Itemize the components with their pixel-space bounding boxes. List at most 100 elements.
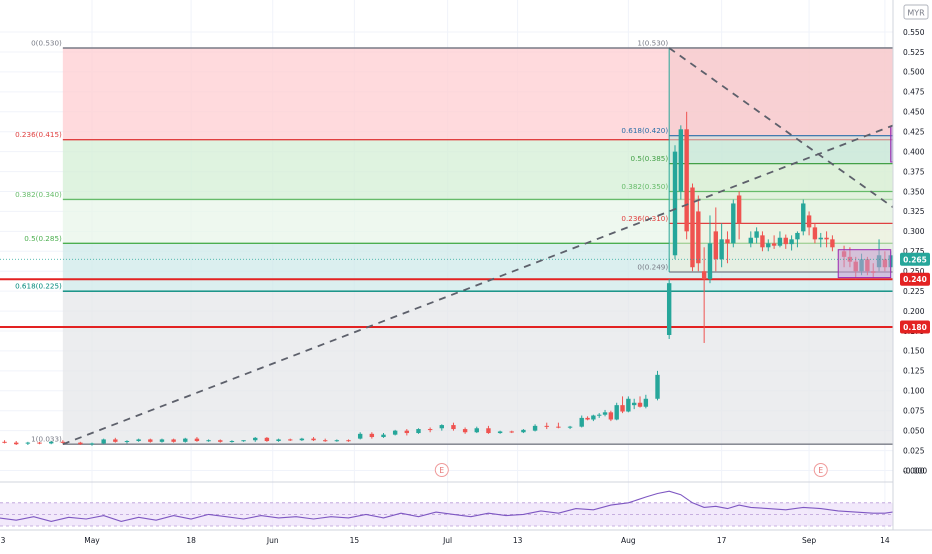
current-price-badge-bg bbox=[900, 252, 930, 266]
candle-body bbox=[696, 211, 701, 264]
time-axis-tick-label: 17 bbox=[717, 536, 727, 545]
fib-big-level-label: 0.382(0.340) bbox=[15, 190, 62, 199]
candle-body bbox=[567, 426, 573, 428]
earnings-event-marker bbox=[434, 463, 449, 477]
candle-body bbox=[789, 239, 794, 245]
earnings-event-marker bbox=[813, 463, 828, 477]
candle-body bbox=[637, 402, 643, 407]
candle-body bbox=[218, 440, 223, 442]
candle-body bbox=[78, 442, 83, 445]
candle-body bbox=[136, 439, 141, 442]
price-axis-tick-label: 0.350 bbox=[903, 187, 925, 196]
candle-body bbox=[37, 442, 42, 444]
candle-body bbox=[602, 412, 608, 415]
fib-small-level-label: 0.236(0.310) bbox=[621, 214, 668, 223]
candle-body bbox=[731, 203, 736, 244]
candle-body bbox=[672, 151, 678, 256]
candle-body bbox=[194, 438, 200, 442]
candle-body bbox=[620, 405, 625, 412]
candle-body bbox=[323, 440, 328, 442]
candle-body bbox=[25, 442, 31, 444]
time-axis: 3May18Jun15Jul13Aug17Sep14Oct19Nov bbox=[0, 529, 932, 545]
candle-body bbox=[795, 232, 800, 240]
price-axis-tick-label: 0.125 bbox=[903, 367, 925, 376]
price-axis-tick-label: 0.375 bbox=[903, 167, 925, 176]
candle-body bbox=[643, 398, 649, 407]
candle-body bbox=[299, 438, 305, 441]
fib-big-level-label: 0.5(0.285) bbox=[24, 234, 62, 243]
candle-body bbox=[497, 431, 503, 434]
candle-body bbox=[806, 215, 812, 228]
candle-body bbox=[183, 438, 188, 442]
price-labels-layer: 0.550 0.525 0.500 0.475 0.450 0.425 0.400 0.375… bbox=[0, 28, 930, 475]
candle-body bbox=[678, 129, 684, 192]
candle-body bbox=[14, 442, 19, 445]
candle-body bbox=[159, 439, 165, 442]
candle-body bbox=[725, 239, 730, 244]
candle-body bbox=[626, 398, 631, 412]
price-axis-tick-label: -0.000 bbox=[903, 466, 927, 475]
price-axis-tick-label: 0.050 bbox=[903, 426, 925, 435]
price-axis-tick-label: 0.400 bbox=[903, 147, 925, 156]
candle-body bbox=[532, 425, 538, 431]
fib-big-level-label: 1(0.033) bbox=[31, 435, 62, 444]
candle-body bbox=[830, 239, 835, 248]
fib-big-level-label: 0.236(0.415) bbox=[15, 130, 62, 139]
fib-small-band bbox=[669, 191, 932, 224]
candle-body bbox=[824, 237, 829, 240]
candle-body bbox=[690, 187, 695, 268]
candle-body bbox=[597, 414, 602, 416]
time-axis-tick-label: 18 bbox=[186, 536, 196, 545]
earnings-event-label: E bbox=[439, 466, 444, 475]
highlight-box bbox=[837, 249, 892, 279]
time-axis-tick-label: 3 bbox=[1, 536, 6, 545]
candle-body bbox=[206, 440, 211, 442]
candle-body bbox=[655, 374, 660, 399]
candle-body bbox=[614, 405, 619, 420]
time-axis-tick-label: Aug bbox=[621, 536, 636, 545]
price-axis-tick-label: 0.250 bbox=[903, 267, 925, 276]
candle-body bbox=[748, 237, 753, 244]
candle-body bbox=[253, 437, 258, 441]
fib-big-band bbox=[62, 291, 932, 445]
time-axis-tick-label: May bbox=[84, 536, 100, 545]
currency-badge[interactable] bbox=[903, 4, 929, 20]
candle-body bbox=[148, 439, 153, 442]
support-price-badge-bg bbox=[900, 272, 930, 286]
candle-body bbox=[818, 237, 823, 240]
price-axis-tick-label: 0.100 bbox=[903, 387, 925, 396]
candle-body bbox=[462, 429, 468, 433]
candle-body bbox=[719, 239, 724, 260]
candle-body bbox=[760, 235, 765, 248]
candle-body bbox=[591, 415, 596, 420]
price-axis-tick-label: 0.275 bbox=[903, 247, 925, 256]
candle-body bbox=[404, 430, 410, 434]
price-axis-tick-label: 0.000 bbox=[903, 466, 925, 475]
candle-body bbox=[369, 433, 375, 438]
price-axis-tick-label: 0.325 bbox=[903, 207, 925, 216]
price-axis-tick-label: 0.450 bbox=[903, 108, 925, 117]
candle-body bbox=[276, 439, 281, 442]
candle-body bbox=[713, 231, 719, 260]
candle-body bbox=[427, 429, 433, 431]
candle-body bbox=[801, 203, 806, 232]
fib-big-level-label: 0.618(0.225) bbox=[15, 282, 62, 291]
currency-label: MYR bbox=[907, 9, 925, 18]
candle-body bbox=[579, 417, 584, 427]
candle-body bbox=[346, 440, 351, 442]
time-axis-tick-label: Sep bbox=[802, 536, 816, 545]
price-axis-tick-label: 0.025 bbox=[903, 446, 925, 455]
candle-body bbox=[101, 439, 106, 444]
candle-body bbox=[766, 243, 771, 248]
time-axis-tick-label: 15 bbox=[350, 536, 360, 545]
candle-body bbox=[771, 243, 777, 246]
candle-body bbox=[264, 437, 270, 442]
fib-small-level-label: 0.5(0.385) bbox=[631, 154, 669, 163]
dashed-trend-line bbox=[62, 109, 932, 446]
price-axis-tick-label: 0.475 bbox=[903, 88, 925, 97]
fib-small-level-label: 0.618(0.420) bbox=[621, 126, 668, 135]
candle-body bbox=[392, 430, 398, 435]
time-axis-tick-label: 14 bbox=[880, 536, 890, 545]
